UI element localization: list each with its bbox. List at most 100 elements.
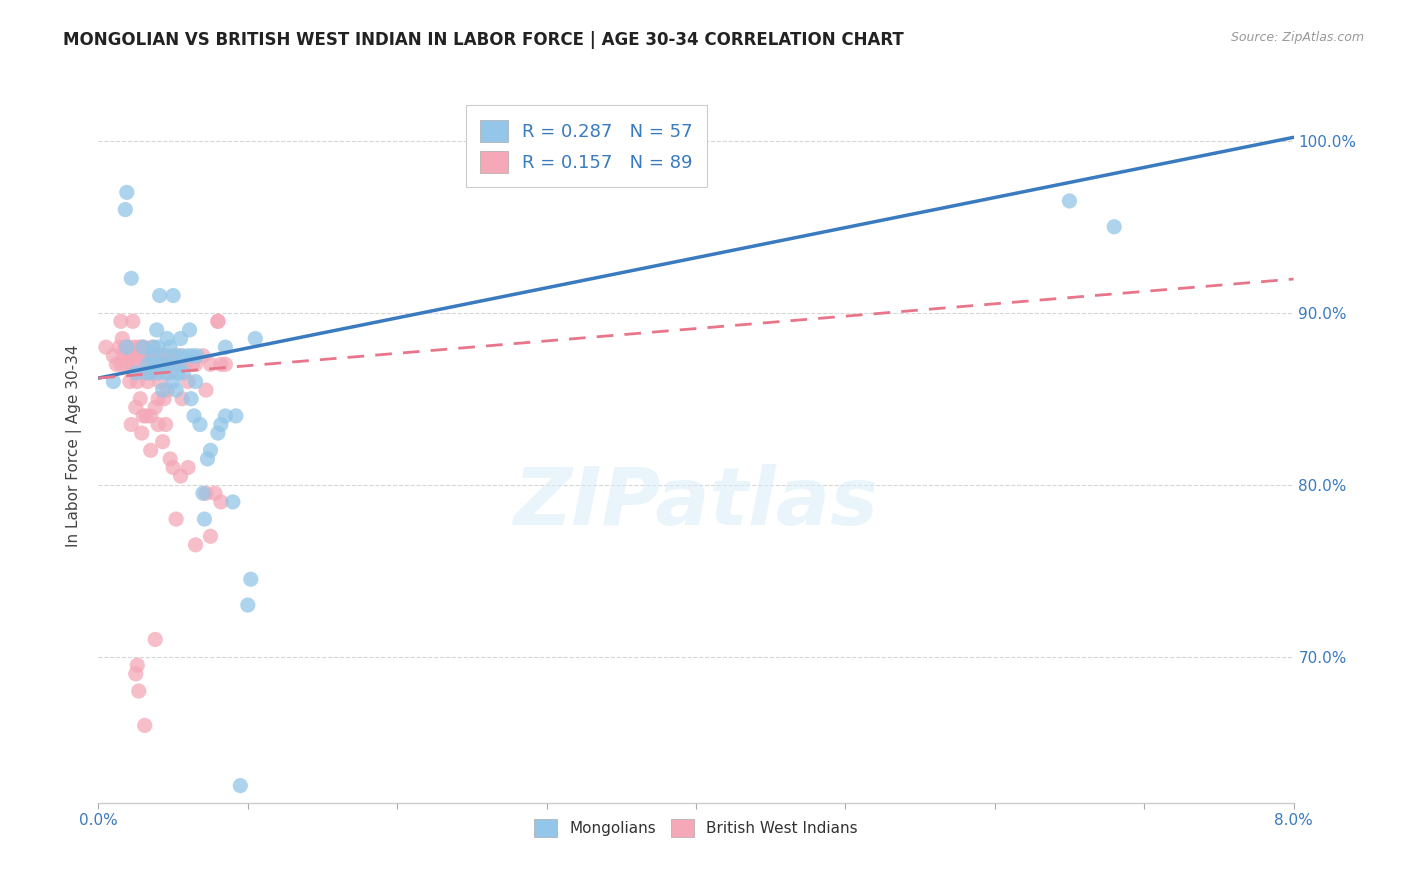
Point — [209, 357, 232, 371]
Point — [120, 271, 142, 285]
Point — [134, 366, 156, 380]
Point — [156, 332, 179, 346]
Point — [129, 392, 152, 406]
Point — [110, 314, 132, 328]
Point — [120, 417, 142, 432]
Point — [209, 417, 232, 432]
Text: MONGOLIAN VS BRITISH WEST INDIAN IN LABOR FORCE | AGE 30-34 CORRELATION CHART: MONGOLIAN VS BRITISH WEST INDIAN IN LABO… — [63, 31, 904, 49]
Point — [169, 469, 191, 483]
Point — [115, 186, 138, 200]
Point — [145, 323, 167, 337]
Point — [148, 417, 170, 432]
Y-axis label: In Labor Force | Age 30-34: In Labor Force | Age 30-34 — [66, 344, 82, 548]
Point — [166, 366, 188, 380]
Point — [159, 451, 181, 466]
Point — [132, 340, 155, 354]
Point — [197, 451, 219, 466]
Point — [152, 434, 174, 449]
Point — [153, 392, 176, 406]
Point — [134, 718, 156, 732]
Point — [105, 357, 128, 371]
Point — [129, 366, 152, 380]
Point — [112, 349, 135, 363]
Point — [174, 357, 197, 371]
Point — [124, 349, 146, 363]
Point — [135, 409, 157, 423]
Point — [132, 349, 155, 363]
Point — [209, 495, 232, 509]
Point — [142, 349, 165, 363]
Point — [157, 349, 180, 363]
Point — [214, 340, 236, 354]
Point — [115, 357, 138, 371]
Text: ZIPatlas: ZIPatlas — [513, 464, 879, 542]
Point — [103, 375, 125, 389]
Point — [145, 357, 167, 371]
Point — [108, 340, 131, 354]
Point — [184, 538, 207, 552]
Point — [162, 460, 184, 475]
Point — [148, 392, 170, 406]
Point — [131, 340, 153, 354]
Point — [125, 666, 148, 681]
Point — [165, 383, 187, 397]
Point — [186, 349, 208, 363]
Point — [225, 409, 247, 423]
Point — [177, 349, 200, 363]
Point — [214, 409, 236, 423]
Point — [124, 340, 146, 354]
Point — [139, 366, 162, 380]
Point — [155, 366, 177, 380]
Point — [128, 349, 150, 363]
Point — [162, 357, 184, 371]
Point — [204, 486, 226, 500]
Point — [214, 357, 236, 371]
Point — [150, 357, 173, 371]
Point — [141, 340, 163, 354]
Point — [207, 426, 229, 441]
Point — [94, 340, 117, 354]
Point — [195, 486, 218, 500]
Point — [193, 512, 215, 526]
Point — [152, 349, 174, 363]
Point — [152, 383, 174, 397]
Point — [162, 288, 184, 302]
Point — [167, 349, 190, 363]
Point — [120, 349, 142, 363]
Point — [139, 366, 162, 380]
Point — [114, 340, 136, 354]
Point — [162, 375, 184, 389]
Point — [167, 357, 190, 371]
Point — [149, 375, 172, 389]
Point — [207, 314, 229, 328]
Point — [148, 340, 170, 354]
Point — [155, 357, 177, 371]
Point — [195, 383, 218, 397]
Point — [183, 409, 205, 423]
Point — [177, 460, 200, 475]
Point — [141, 349, 163, 363]
Point — [149, 288, 172, 302]
Point — [143, 357, 166, 371]
Point — [229, 779, 252, 793]
Point — [131, 426, 153, 441]
Point — [169, 332, 191, 346]
Point — [172, 349, 194, 363]
Point — [179, 323, 201, 337]
Point — [132, 409, 155, 423]
Point — [1059, 194, 1081, 208]
Point — [172, 392, 194, 406]
Point — [115, 340, 138, 354]
Point — [125, 401, 148, 415]
Point — [200, 443, 222, 458]
Point — [142, 340, 165, 354]
Point — [165, 357, 187, 371]
Point — [125, 366, 148, 380]
Point — [143, 401, 166, 415]
Point — [236, 598, 259, 612]
Point — [173, 366, 195, 380]
Point — [245, 332, 267, 346]
Point — [153, 349, 176, 363]
Point — [155, 417, 177, 432]
Point — [117, 349, 139, 363]
